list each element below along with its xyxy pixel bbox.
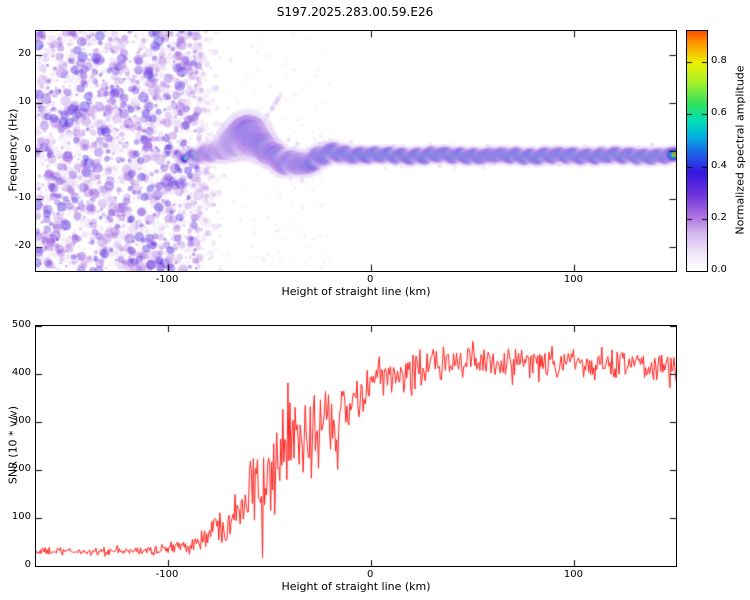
snr-y-tick-label: 0: [24, 559, 31, 570]
snr-y-tick-label: 500: [11, 319, 31, 330]
spectrogram-canvas: [35, 30, 677, 272]
colorbar-tick-label: 0.0: [711, 264, 727, 275]
spec-y-tick-label: 20: [18, 48, 31, 59]
spec-x-tick-label: -100: [155, 274, 179, 285]
colorbar-tick-label: 0.4: [711, 159, 727, 171]
snr-y-tick-label: 300: [11, 415, 31, 426]
height-axis-label-bottom: Height of straight line (km): [281, 580, 431, 593]
snr-y-tick-label: 200: [11, 463, 31, 474]
spec-x-tick-label: 0: [367, 274, 374, 285]
spec-x-tick-label: 100: [563, 274, 583, 285]
snr-x-tick-label: 100: [563, 569, 583, 580]
spec-y-tick-label: -10: [14, 192, 31, 203]
page-title: S197.2025.283.00.59.E26: [276, 5, 434, 19]
colorbar-label: Normalized spectral amplitude: [733, 65, 747, 235]
colorbar-tick-label: 0.2: [711, 211, 727, 223]
height-axis-label-top: Height of straight line (km): [281, 285, 431, 298]
spec-y-tick-label: -20: [14, 240, 31, 251]
spec-y-tick-label: 0: [24, 144, 31, 155]
colorbar-canvas: [686, 30, 708, 272]
snr-y-tick-label: 400: [11, 367, 31, 378]
snr-y-tick-label: 100: [11, 511, 31, 522]
snr-x-tick-label: -100: [155, 569, 179, 580]
spec-y-tick-label: 10: [18, 96, 31, 107]
colorbar-tick-label: 0.6: [711, 107, 727, 119]
snr-x-tick-label: 0: [367, 569, 374, 580]
colorbar-tick-label: 0.8: [711, 55, 727, 67]
snr-canvas: [35, 325, 677, 567]
